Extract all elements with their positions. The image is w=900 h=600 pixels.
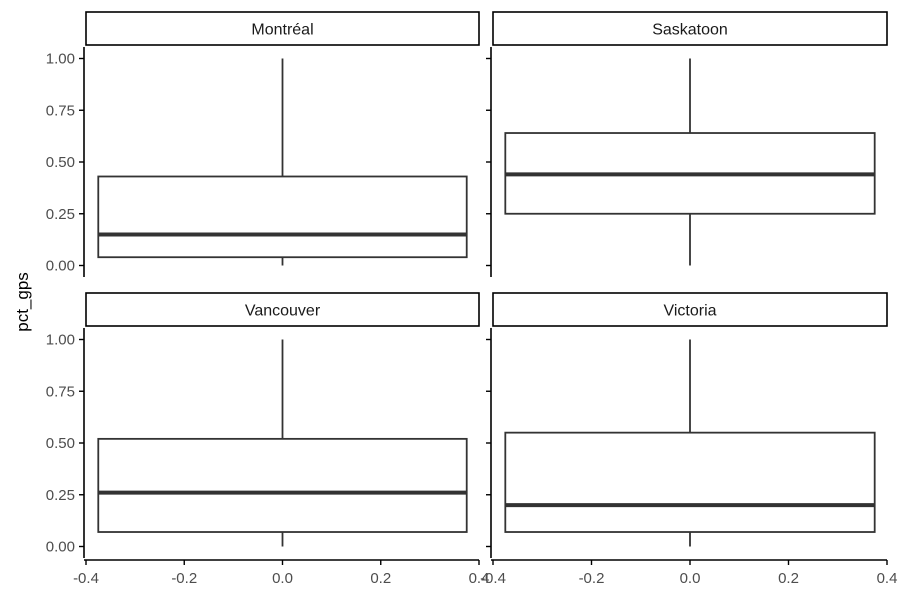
y-tick-label: 0.75 — [46, 102, 75, 119]
facet-panels: Montréal 0.00 0.25 0.50 0.75 1.00 Saskatoon Van… — [46, 11, 898, 587]
y-tick-label: 1.00 — [46, 51, 75, 68]
x-tick-label: -0.2 — [579, 570, 605, 587]
y-tick-label: 1.00 — [46, 332, 75, 349]
x-tick-label: 0.2 — [778, 570, 799, 587]
y-tick-label: 0.50 — [46, 154, 75, 171]
facet-Montréal: Montréal 0.00 0.25 0.50 0.75 1.00 — [46, 11, 480, 277]
facet-Victoria: Victoria -0.4 -0.2 0.0 0.2 0.4 — [480, 292, 898, 587]
y-tick-label: 0.00 — [46, 539, 75, 556]
y-tick-label: 0.25 — [46, 487, 75, 504]
facet-strip-label: Vancouver — [245, 303, 321, 320]
y-tick-label: 0.25 — [46, 206, 75, 223]
facet-Vancouver: Vancouver -0.4 -0.2 0.0 0.2 0.4 0.00 0.25 0.50 0.… — [46, 292, 490, 587]
facet-Saskatoon: Saskatoon — [486, 11, 888, 277]
facet-strip — [492, 11, 888, 46]
x-tick-label: 0.0 — [680, 570, 701, 587]
box — [504, 431, 876, 533]
x-tick-label: -0.4 — [480, 570, 506, 587]
y-tick-label: 0.00 — [46, 258, 75, 275]
facet-strip — [85, 292, 480, 327]
x-tick-label: 0.4 — [877, 570, 898, 587]
x-tick-label: 0.2 — [370, 570, 391, 587]
facet-strip — [492, 292, 888, 327]
box — [97, 437, 468, 533]
facet-strip-label: Montréal — [251, 22, 313, 39]
y-tick-label: 0.75 — [46, 383, 75, 400]
box — [97, 175, 468, 259]
facet-strip — [85, 11, 480, 46]
x-tick-label: -0.4 — [73, 570, 99, 587]
y-tick-label: 0.50 — [46, 435, 75, 452]
y-axis-label: pct_gps — [13, 272, 32, 332]
x-tick-label: -0.2 — [171, 570, 197, 587]
x-tick-label: 0.4 — [469, 570, 490, 587]
x-tick-label: 0.0 — [272, 570, 293, 587]
facet-strip-label: Victoria — [663, 303, 716, 320]
facet-strip-label: Saskatoon — [652, 22, 728, 39]
